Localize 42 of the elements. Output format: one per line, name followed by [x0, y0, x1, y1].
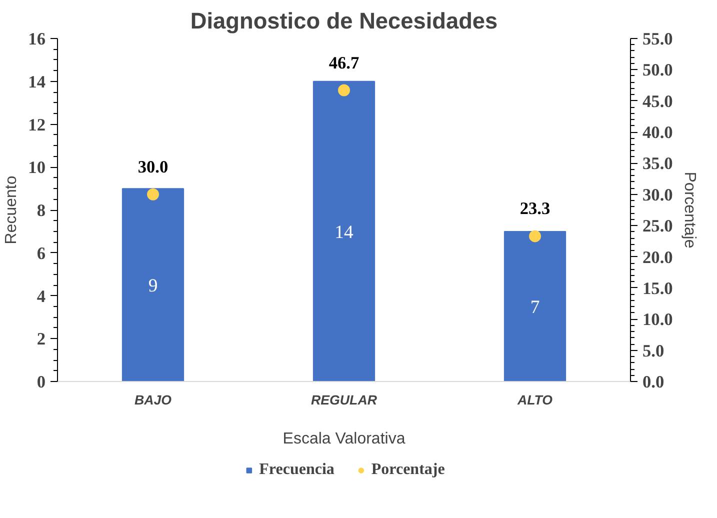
legend-label: Porcentaje: [371, 461, 445, 479]
data-label: 9: [148, 276, 158, 297]
y2-tick-label: 35.0: [642, 154, 673, 174]
data-label: 7: [530, 296, 540, 318]
y2-tick-label: 25.0: [642, 216, 673, 236]
y2-axis-title: Porcentaje: [680, 172, 698, 248]
y-tick-label: 0: [36, 372, 46, 392]
point: [147, 188, 159, 200]
y-tick-label: 8: [36, 201, 46, 220]
bar: [504, 230, 566, 382]
y2-tick-label: 5.0: [642, 341, 664, 360]
y2-tick-label: 50.0: [642, 60, 673, 80]
y-tick-label: 14: [28, 72, 46, 92]
point: [338, 84, 350, 96]
x-axis-title: Escala Valorativa: [282, 430, 406, 448]
chart-title: Diagnostico de Necesidades: [190, 8, 498, 34]
y2-tick-label: 10.0: [642, 310, 673, 330]
y-tick-label: 2: [36, 330, 46, 349]
x-tick-label: ALTO: [516, 392, 554, 408]
y2-tick-label: 45.0: [642, 92, 673, 111]
data-label: 46.7: [328, 53, 360, 72]
data-label: 30.0: [138, 157, 168, 176]
x-tick-label: BAJO: [134, 392, 172, 408]
y2-tick-label: 0.0: [642, 372, 664, 392]
bar: [312, 80, 376, 382]
y-tick-label: 4: [36, 286, 46, 306]
y2-tick-label: 30.0: [642, 185, 673, 204]
y-axis-title: Recuento: [3, 176, 20, 244]
data-label: 14: [334, 222, 354, 243]
y-tick-label: 10: [28, 158, 46, 178]
data-label: 23.3: [520, 199, 550, 218]
y2-tick-label: 15.0: [642, 278, 673, 298]
y-tick-label: 6: [36, 244, 46, 263]
y2-tick-label: 20.0: [642, 248, 673, 267]
legend-label: Frecuencia: [259, 461, 334, 479]
y-tick-label: 12: [28, 115, 46, 134]
y2-tick-label: 55.0: [642, 30, 673, 48]
bar: [122, 188, 184, 382]
y2-tick-label: 40.0: [642, 123, 673, 142]
point: [529, 230, 541, 242]
y-tick-label: 16: [28, 30, 46, 48]
x-tick-label: REGULAR: [311, 392, 378, 408]
